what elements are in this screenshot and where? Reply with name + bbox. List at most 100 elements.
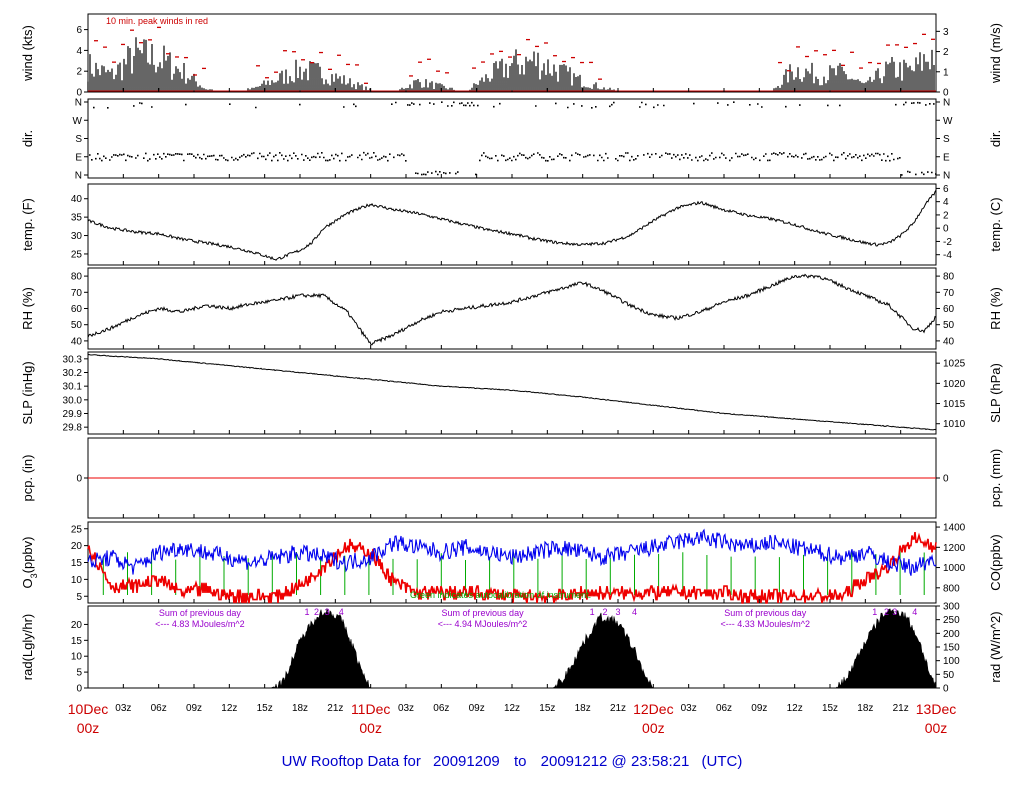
- o3-left-tick-label: 15: [71, 558, 83, 569]
- wind-left-tick-label: 2: [76, 67, 82, 78]
- o3-left-tick-label: 20: [71, 541, 83, 552]
- o3-left-tick-label: 25: [71, 524, 83, 535]
- slp-right-axis-label: SLP (hPa): [988, 363, 1003, 423]
- rh-frame: [87, 267, 937, 350]
- slp-series-line: [87, 353, 937, 431]
- dir-right-tick-label: S: [943, 134, 950, 145]
- rad-left-tick-label: 10: [71, 652, 83, 663]
- wind-panel: 0 2 4 6 0 1 2 3 wind (kts) wind (m/s) 10 min. peak…: [20, 13, 1003, 99]
- rh-left-tick-label: 50: [71, 320, 83, 331]
- wind-right-axis-label: wind (m/s): [988, 23, 1003, 84]
- slp-right-tick-label: 1010: [943, 419, 966, 430]
- rh-left-tick-label: 80: [71, 272, 83, 283]
- wind-right-tick-label: 2: [943, 47, 949, 58]
- footer-prefix: UW Rooftop Data for: [282, 753, 421, 770]
- hour-tick-label: 12z: [787, 703, 803, 714]
- wind-speed-bars: [87, 37, 935, 92]
- rad-right-tick-label: 50: [943, 670, 955, 681]
- dir-left-tick-label: S: [75, 134, 82, 145]
- rad-left-tick-label: 0: [76, 684, 82, 695]
- dir-left-tick-label: W: [73, 116, 83, 127]
- rh-left-tick-label: 70: [71, 288, 83, 299]
- footer-to: to: [514, 753, 527, 770]
- o3-right-tick-label: 800: [943, 583, 960, 594]
- rad-sum-note-line1: Sum of previous day: [159, 608, 242, 618]
- rad-right-axis-label: rad (W/m^2): [988, 611, 1003, 682]
- o3-label-sub: 3: [29, 573, 39, 578]
- o3-label-main: O: [20, 578, 35, 588]
- rh-left-tick-label: 60: [71, 304, 83, 315]
- rh-right-tick-label: 70: [943, 288, 955, 299]
- temp-right-tick-label: 0: [943, 224, 949, 235]
- rad-mark-label: 1: [872, 607, 877, 617]
- rh-right-tick-label: 80: [943, 272, 955, 283]
- rad-mark-label: 4: [912, 607, 917, 617]
- rad-left-tick-label: 5: [76, 668, 82, 679]
- wind-right-tick-label: 3: [943, 27, 949, 38]
- hour-tick-label: 09z: [469, 703, 485, 714]
- wind-peak-note: 10 min. peak winds in red: [106, 16, 208, 26]
- rad-right-tick-label: 0: [943, 684, 949, 695]
- rad-right-tick-label: 150: [943, 643, 960, 654]
- dir-left-tick-label: N: [75, 98, 82, 109]
- dir-right-tick-label: W: [943, 116, 953, 127]
- slp-left-axis-label: SLP (inHg): [20, 361, 35, 424]
- slp-left-tick-label: 29.8: [63, 423, 83, 434]
- hour-tick-label: 03z: [398, 703, 414, 714]
- pcp-panel: 0 0 pcp. (in) pcp. (mm): [20, 437, 1003, 519]
- slp-left-tick-label: 30.2: [63, 368, 83, 379]
- hour-tick-label: 09z: [186, 703, 202, 714]
- o3-panel: Green indicates autocalibration of instr…: [20, 521, 1003, 604]
- dir-frame: [87, 98, 937, 179]
- temp-right-tick-label: 2: [943, 210, 949, 221]
- slp-left-tick-label: 29.9: [63, 409, 83, 420]
- rh-right-tick-label: 50: [943, 320, 955, 331]
- rad-right-tick-label: 100: [943, 656, 960, 667]
- hour-tick-label: 03z: [681, 703, 697, 714]
- slp-panel: 29.8 29.9 30.0 30.1 30.2 30.3 1010 1015 1020 1025…: [20, 351, 1003, 435]
- o3-left-tick-label: 5: [76, 592, 82, 603]
- footer-tz: (UTC): [702, 753, 743, 770]
- footer-end: 20091212 @ 23:58:21: [541, 753, 690, 770]
- dir-left-tick-label: E: [75, 152, 82, 163]
- hour-tick-label: 06z: [716, 703, 732, 714]
- temp-left-tick-label: 30: [71, 231, 83, 242]
- rad-mark-label: 1: [305, 607, 310, 617]
- hour-tick-label: 12z: [504, 703, 520, 714]
- o3-right-tick-label: 1200: [943, 543, 966, 554]
- hour-tick-label: 06z: [433, 703, 449, 714]
- pcp-right-tick-label: 0: [943, 474, 949, 485]
- dir-left-axis-label: dir.: [20, 130, 35, 147]
- wind-left-tick-label: 0: [76, 88, 82, 99]
- slp-left-tick-label: 30.3: [63, 354, 83, 365]
- dir-right-tick-label: E: [943, 152, 950, 163]
- slp-right-tick-label: 1015: [943, 399, 966, 410]
- temp-panel: 25 30 35 40 -4 -2 0 2 4 6 temp. (F) temp. (C): [20, 183, 1003, 266]
- temp-left-tick-label: 25: [71, 249, 83, 260]
- pcp-left-axis-label: pcp. (in): [20, 455, 35, 502]
- rad-mark-label: 1: [590, 607, 595, 617]
- rad-sum-note-line1: Sum of previous day: [724, 608, 807, 618]
- rad-right-tick-label: 300: [943, 602, 960, 613]
- rad-right-tick-label: 200: [943, 629, 960, 640]
- day-label-date: 11Dec: [351, 701, 390, 717]
- temp-right-axis-label: temp. (C): [988, 197, 1003, 251]
- hour-tick-label: 18z: [857, 703, 873, 714]
- autocal-note: Green indicates autocalibration of instr…: [410, 590, 591, 600]
- day-label-date: 10Dec: [68, 701, 108, 717]
- o3-right-tick-label: 1400: [943, 523, 966, 534]
- hour-tick-label: 12z: [221, 703, 237, 714]
- o3-right-axis-label: CO(ppbv): [988, 534, 1003, 590]
- rad-left-tick-label: 15: [71, 636, 83, 647]
- ozone-series-line: [87, 531, 937, 604]
- rh-left-tick-label: 40: [71, 336, 83, 347]
- wind-left-tick-label: 6: [76, 25, 82, 36]
- hour-tick-label: 21z: [610, 703, 626, 714]
- co-series-line: [87, 528, 937, 576]
- wind-left-tick-label: 4: [76, 46, 82, 57]
- rh-right-tick-label: 40: [943, 336, 955, 347]
- rad-mark-label: 3: [325, 607, 330, 617]
- hour-tick-label: 18z: [292, 703, 308, 714]
- hour-tick-label: 15z: [539, 703, 555, 714]
